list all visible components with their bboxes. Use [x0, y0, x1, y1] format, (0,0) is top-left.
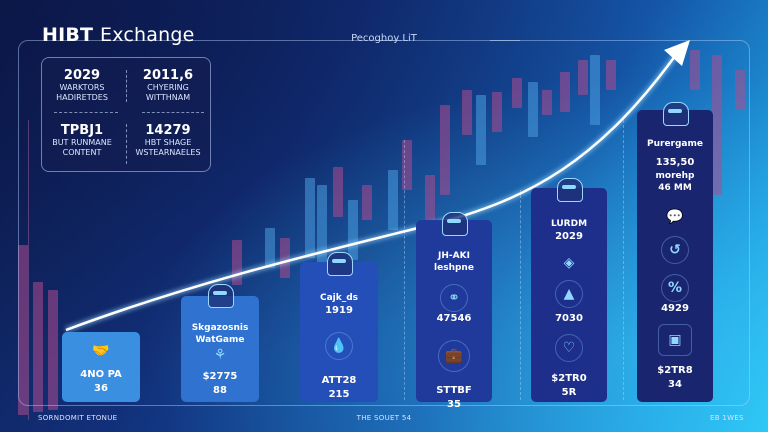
card-value: 2029	[555, 231, 583, 242]
stat-item: 2011,6 CHYERING WITTHNAM	[142, 68, 194, 102]
robot-icon	[663, 102, 689, 126]
subtitle-rule-left	[380, 40, 402, 41]
card-title: leshpne	[434, 263, 474, 273]
network-icon: ⚭	[440, 284, 468, 312]
card-value: STTBF	[436, 385, 472, 396]
guide-line	[520, 190, 521, 400]
chart-icon: ⚘	[213, 347, 227, 363]
card-title: WatGame	[195, 335, 245, 345]
flow-icon: ↺	[661, 236, 689, 264]
title-light: Exchange	[100, 24, 195, 46]
step-card-1[interactable]: 🤝 4NO PA 36	[62, 332, 140, 402]
card-title: morehp	[655, 171, 695, 181]
footer-right: EB 1WES	[710, 414, 744, 422]
card-title: Skgazosnis	[191, 323, 249, 333]
rocket-icon: ▲	[555, 280, 583, 308]
subtitle-rule-right	[490, 40, 520, 41]
card-value: 1919	[325, 305, 353, 316]
chat-icon: 💬	[666, 209, 684, 225]
card-value: 215	[328, 389, 350, 400]
robot-icon	[557, 178, 583, 202]
step-card-6[interactable]: Purergame 135,50 morehp 46 MM 💬 ↺ % 4929…	[637, 102, 713, 402]
drop-icon: 💧	[325, 332, 353, 360]
card-value: 34	[668, 379, 682, 390]
card-value: $2TR0	[551, 373, 587, 384]
step-card-4[interactable]: JH-AKI leshpne ⚭ 47546 💼 STTBF 35	[416, 212, 492, 410]
card-value: 7030	[555, 313, 583, 324]
card-title: JH-AKI	[438, 251, 470, 261]
robot-icon	[327, 252, 353, 276]
divider	[126, 124, 127, 164]
title-bold: HIBT	[42, 24, 94, 46]
stat-item: TPBJ1 BUT RUNMANE CONTENT	[52, 123, 112, 157]
card-value: 5R	[561, 387, 577, 398]
page-title: HIBT Exchange	[42, 24, 195, 46]
card-value: 35	[447, 399, 461, 410]
card-value: 47546	[436, 313, 472, 324]
card-title: Purergame	[647, 139, 703, 149]
card-value: 36	[94, 383, 108, 394]
step-card-2[interactable]: Skgazosnis WatGame ⚘ $2775 88	[181, 284, 259, 402]
card-title: Cajk_ds	[319, 293, 359, 303]
heart-icon: ♡	[555, 334, 583, 362]
guide-line	[404, 140, 405, 400]
card-value: 4929	[661, 303, 689, 314]
step-card-5[interactable]: LURDM 2029 ◈ ▲ 7030 ♡ $2TR0 5R	[531, 178, 607, 402]
handshake-icon: 🤝	[92, 343, 110, 359]
stat-item: 2029 WARKTORS HADIRETDES	[56, 68, 108, 102]
robot-icon	[442, 212, 468, 236]
card-value: $2775	[202, 371, 238, 382]
briefcase-icon: 💼	[438, 340, 470, 372]
card-value: $2TR8	[657, 365, 693, 376]
card-value: 135,50	[655, 157, 695, 168]
footer-center: THE SOUET 54	[356, 414, 412, 422]
card-title: 46 MM	[658, 183, 692, 193]
card-value: 88	[213, 385, 227, 396]
stats-panel: 2029 WARKTORS HADIRETDES 2011,6 CHYERING…	[41, 57, 211, 172]
robot-icon	[208, 284, 234, 308]
divider	[54, 112, 118, 113]
gem-icon: ◈	[563, 255, 575, 271]
guide-line	[623, 120, 624, 400]
card-value: 4NO PA	[80, 369, 122, 380]
step-card-3[interactable]: Cajk_ds 1919 💧 ATT28 215	[300, 252, 378, 402]
document-icon: ▣	[658, 324, 692, 356]
divider	[126, 70, 127, 102]
card-title: LURDM	[550, 219, 588, 229]
percent-icon: %	[661, 274, 689, 302]
subtitle: Pecoghoy LiT	[351, 33, 417, 44]
footer-left: SORNDOMIT ETONUE	[38, 414, 118, 422]
divider	[142, 112, 204, 113]
stat-item: 14279 HBT SHAGE WSTEARNAELES	[135, 123, 201, 157]
card-value: ATT28	[321, 375, 357, 386]
